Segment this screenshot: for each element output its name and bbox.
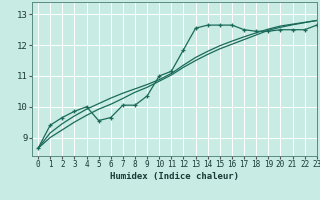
X-axis label: Humidex (Indice chaleur): Humidex (Indice chaleur) bbox=[110, 172, 239, 181]
